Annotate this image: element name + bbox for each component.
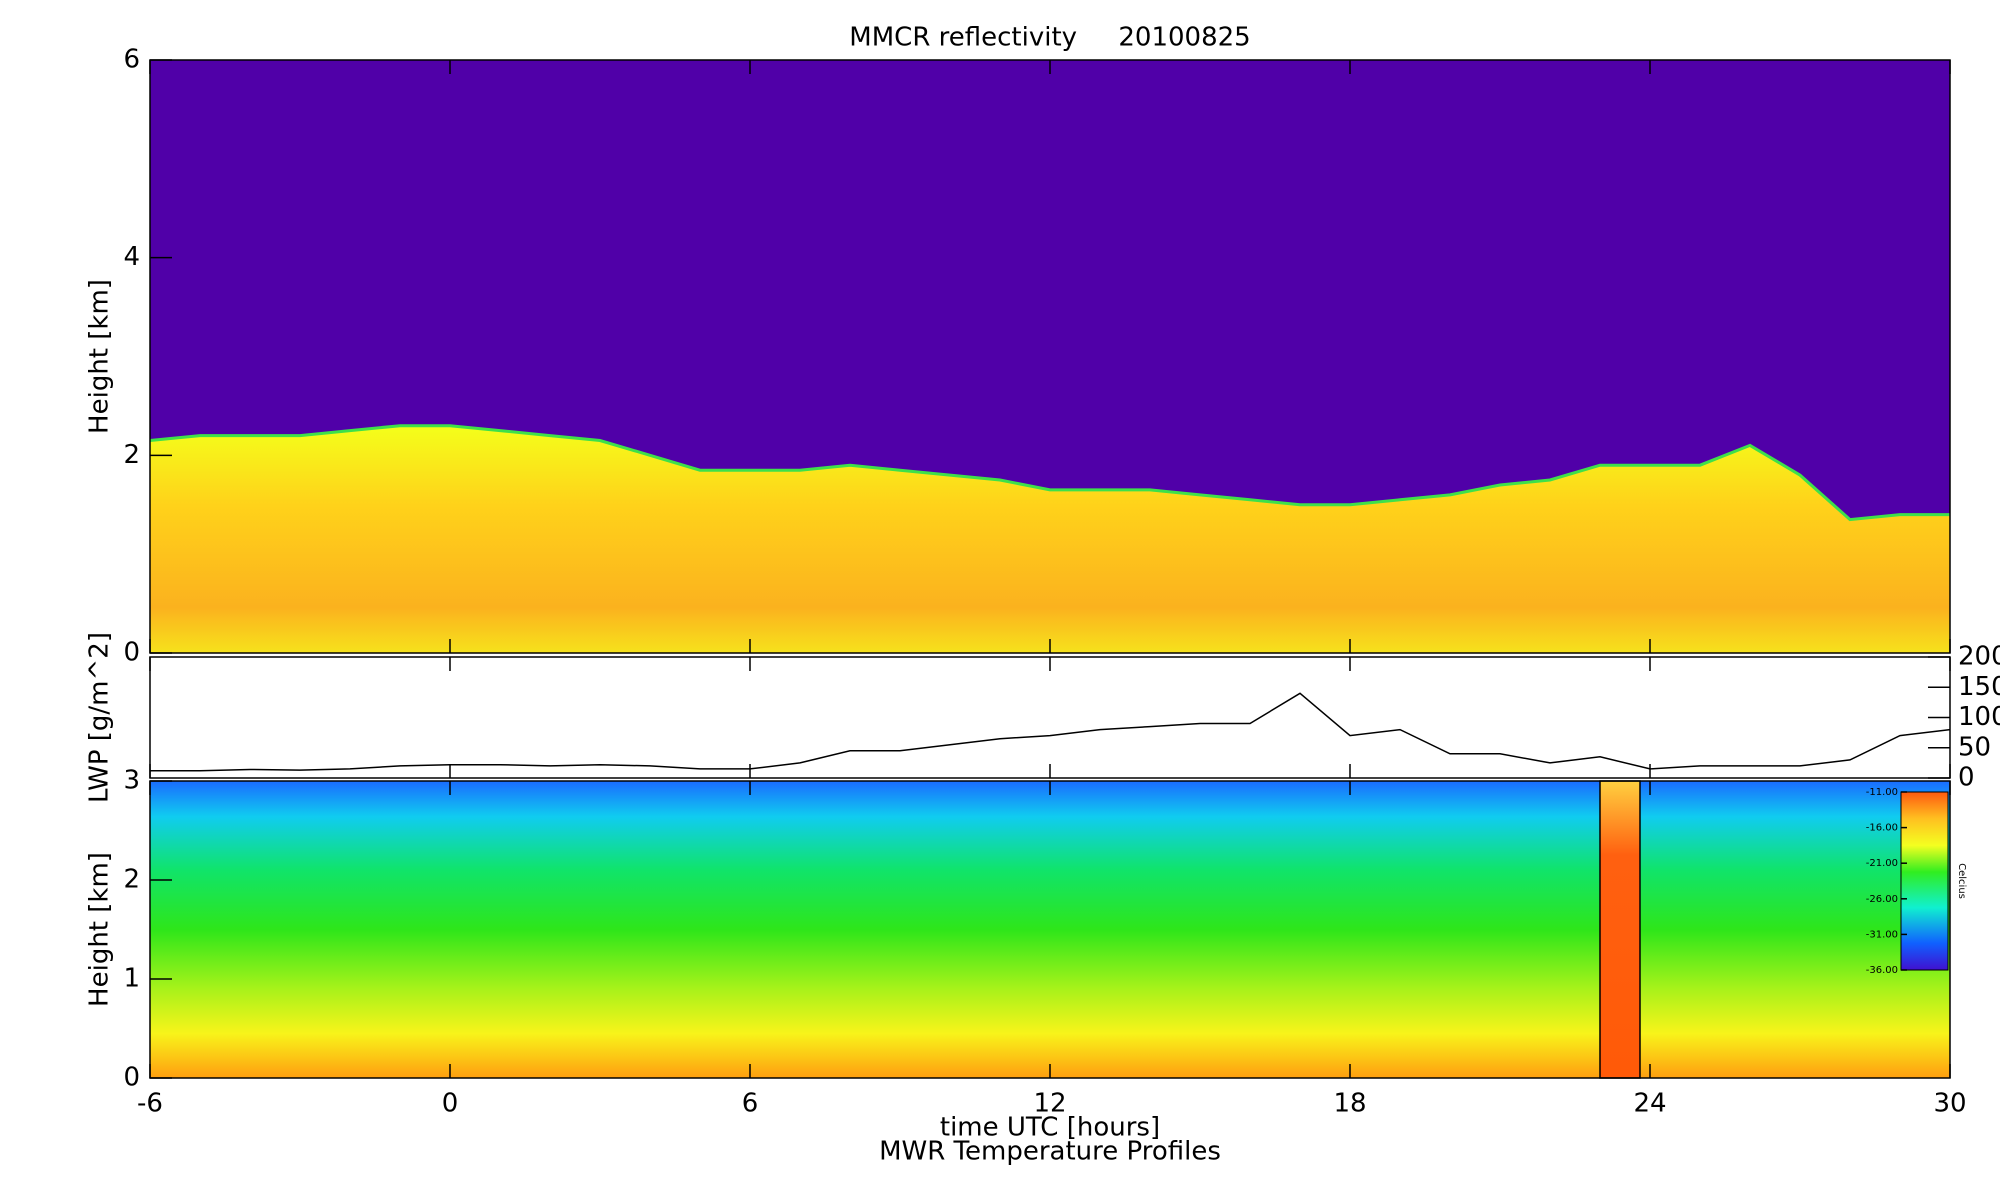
area-edge xyxy=(149,424,1950,522)
colorbar-tick-label: -31.00 xyxy=(1866,929,1898,940)
colorbar-tick-label: -16.00 xyxy=(1866,823,1898,834)
y-tick-label: 3 xyxy=(123,766,140,796)
x-tick-label: 18 xyxy=(1333,1089,1366,1119)
y-tick-label: 100 xyxy=(1958,702,2000,732)
y-axis-label: Height [km] xyxy=(85,279,115,434)
y-tick-label: 200 xyxy=(1958,642,2000,672)
temperature-field xyxy=(150,781,1950,1078)
y-tick-label: 0 xyxy=(123,1063,140,1093)
line-series xyxy=(150,692,1951,772)
y-tick-label: 2 xyxy=(123,865,140,895)
area-fill xyxy=(150,425,1950,653)
x-tick-label: 0 xyxy=(442,1089,459,1119)
colorbar-tick-label: -36.00 xyxy=(1866,965,1898,976)
x-tick-label: -6 xyxy=(137,1089,163,1119)
x-tick-label: 24 xyxy=(1633,1089,1666,1119)
y-tick-label: 50 xyxy=(1958,732,1991,762)
y-tick-label: 150 xyxy=(1958,672,2000,702)
y-tick-label: 1 xyxy=(123,964,140,994)
x-axis-label: time UTC [hours] xyxy=(940,1113,1160,1143)
y-tick-label: 4 xyxy=(123,242,140,272)
colorbar-label: Celcius xyxy=(1956,863,1967,899)
y-tick-label: 2 xyxy=(123,440,140,470)
chart-title: MMCR reflectivity 20100825 xyxy=(849,23,1250,53)
colorbar-tick-label: -21.00 xyxy=(1866,858,1898,869)
chart-subtitle: MWR Temperature Profiles xyxy=(879,1137,1221,1167)
colorbar-tick-label: -11.00 xyxy=(1866,787,1898,798)
y-axis-label: Height [km] xyxy=(85,852,115,1007)
x-tick-label: 6 xyxy=(742,1089,759,1119)
y-tick-label: 0 xyxy=(1958,763,1975,793)
x-tick-label: 12 xyxy=(1033,1089,1066,1119)
colorbar xyxy=(1900,791,1949,971)
x-tick-label: 30 xyxy=(1933,1089,1966,1119)
y-axis-label: LWP [g/m^2] xyxy=(85,632,115,803)
colorbar-tick-label: -26.00 xyxy=(1866,894,1898,905)
y-tick-label: 6 xyxy=(123,45,140,75)
plot-frame xyxy=(149,656,1951,779)
span-bar xyxy=(1599,780,1641,1079)
y-tick-label: 0 xyxy=(123,638,140,668)
